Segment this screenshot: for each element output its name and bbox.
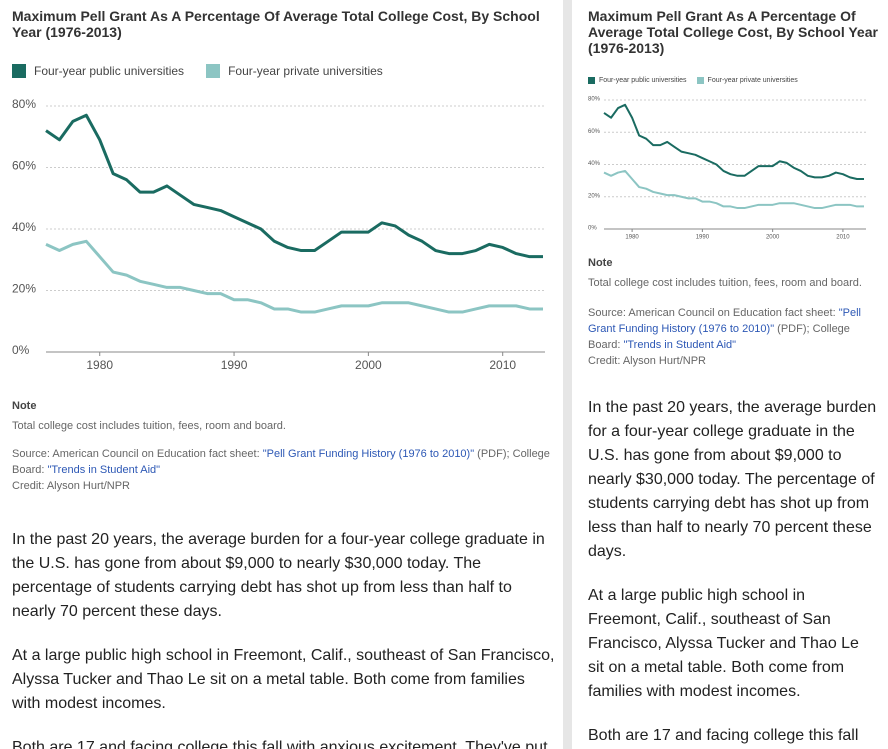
chart: 0% 20% 40% 60% 80% 1980 1990 2000 2010: [588, 97, 866, 241]
desktop-panel: Maximum Pell Grant As A Percentage Of Av…: [0, 0, 563, 749]
credit: Credit: Alyson Hurt/NPR: [12, 480, 130, 492]
source-link[interactable]: "Trends in Student Aid": [623, 339, 737, 351]
note-text: Total college cost includes tuition, fee…: [588, 277, 862, 289]
series-line: [45, 113, 543, 259]
paragraph: In the past 20 years, the average burden…: [588, 399, 877, 560]
credit: Credit: Alyson Hurt/NPR: [588, 355, 706, 367]
legend: Four-year public universities Four-year …: [588, 77, 798, 84]
paragraph: Both are 17 and facing college this fall…: [588, 727, 859, 744]
source-link[interactable]: "Pell Grant Funding History (1976 to 201…: [588, 307, 861, 335]
note-text: Total college cost includes tuition, fee…: [12, 420, 286, 432]
y-tick-label: 60%: [12, 159, 36, 173]
y-tick-label: 40%: [12, 220, 36, 234]
x-tick-label: 2010: [836, 235, 850, 241]
legend-swatch: [696, 77, 704, 84]
legend-label: Four-year public universities: [599, 77, 687, 84]
source-text: (PDF); College Board:: [588, 323, 850, 351]
y-tick-label: 20%: [12, 282, 36, 296]
paragraph: In the past 20 years, the average burden…: [12, 531, 545, 620]
source-link[interactable]: "Trends in Student Aid": [47, 464, 161, 476]
source-link[interactable]: "Pell Grant Funding History (1976 to 201…: [262, 448, 475, 460]
legend-label: Four-year public universities: [34, 64, 185, 78]
series-line: [603, 169, 864, 210]
legend-swatch: [206, 64, 221, 78]
y-tick-label: 80%: [588, 97, 601, 103]
y-tick-label: 0%: [12, 343, 30, 357]
paragraph: At a large public high school in Freemon…: [588, 587, 859, 700]
source-text: (PDF); College Board:: [12, 448, 550, 476]
x-tick-label: 2000: [355, 358, 382, 372]
x-tick-label: 2000: [766, 235, 780, 241]
paragraph: Both are 17 and facing college this fall…: [12, 739, 548, 749]
x-tick-label: 1990: [221, 358, 248, 372]
y-tick-label: 20%: [588, 193, 601, 199]
chart-title: Maximum Pell Grant As A Percentage Of Av…: [12, 8, 540, 40]
legend-swatch: [12, 64, 26, 78]
x-tick-label: 1980: [86, 358, 113, 372]
note: Note Total college cost includes tuition…: [588, 255, 868, 369]
note: Note Total college cost includes tuition…: [12, 398, 552, 494]
legend: Four-year public universities Four-year …: [12, 64, 383, 78]
y-tick-label: 0%: [588, 226, 597, 232]
series-line: [45, 239, 543, 314]
legend-label: Four-year private universities: [228, 64, 383, 78]
source: Source: American Council on Education fa…: [588, 305, 868, 353]
x-tick-label: 1990: [696, 235, 710, 241]
chart: 0% 20% 40% 60% 80% 1980 1990 2000 2010: [12, 97, 545, 372]
x-tick-label: 1980: [625, 235, 639, 241]
source: Source: American Council on Education fa…: [12, 446, 552, 478]
mobile-panel: Maximum Pell Grant As A Percentage Of Av…: [572, 0, 888, 749]
y-tick-label: 40%: [588, 161, 601, 167]
chart-title: Maximum Pell Grant As A Percentage Of Av…: [588, 8, 878, 56]
series-line: [603, 103, 864, 181]
source-text: Source: American Council on Education fa…: [588, 307, 839, 319]
note-heading: Note: [12, 400, 37, 412]
legend-swatch: [588, 77, 595, 84]
paragraph: At a large public high school in Freemon…: [12, 647, 555, 712]
note-heading: Note: [588, 257, 613, 269]
y-tick-label: 60%: [588, 129, 601, 135]
x-tick-label: 2010: [489, 358, 516, 372]
source-text: Source: American Council on Education fa…: [12, 448, 263, 460]
legend-label: Four-year private universities: [707, 77, 798, 84]
y-tick-label: 80%: [12, 97, 36, 111]
